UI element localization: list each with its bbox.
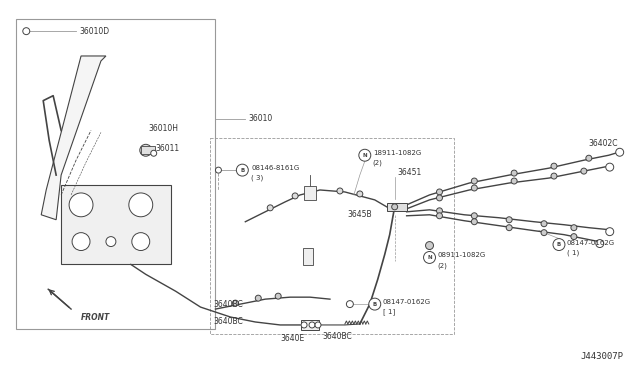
Text: 36010H: 36010H [148, 124, 179, 133]
Text: 36451: 36451 [397, 168, 422, 177]
Circle shape [596, 240, 604, 247]
Bar [211, 138, 454, 334]
Circle shape [346, 301, 353, 308]
Circle shape [586, 155, 592, 161]
Circle shape [216, 167, 221, 173]
Circle shape [424, 251, 435, 263]
Bar [304, 186, 316, 200]
Circle shape [541, 221, 547, 227]
Text: 36011: 36011 [156, 144, 180, 153]
Circle shape [571, 225, 577, 231]
Text: 08146-8161G: 08146-8161G [252, 165, 300, 171]
Circle shape [255, 295, 261, 301]
Text: 18911-1082G: 18911-1082G [372, 150, 421, 156]
Text: 36010D: 36010D [79, 27, 109, 36]
Circle shape [471, 213, 477, 219]
Text: (2): (2) [372, 160, 383, 166]
Text: ( 3): ( 3) [252, 175, 264, 181]
Circle shape [337, 188, 343, 194]
Circle shape [309, 322, 315, 328]
Text: 3640BC: 3640BC [322, 332, 352, 341]
Bar [387, 203, 406, 211]
Circle shape [359, 149, 371, 161]
Circle shape [506, 217, 512, 223]
Circle shape [275, 293, 281, 299]
Circle shape [605, 163, 614, 171]
Circle shape [511, 178, 517, 184]
Circle shape [551, 163, 557, 169]
Circle shape [506, 225, 512, 231]
Text: 36010: 36010 [248, 114, 273, 123]
Circle shape [151, 150, 157, 156]
Text: 3640BC: 3640BC [214, 299, 243, 309]
Text: 3640BC: 3640BC [214, 317, 243, 327]
Circle shape [232, 300, 238, 306]
Circle shape [106, 237, 116, 247]
Circle shape [551, 173, 557, 179]
Circle shape [140, 144, 152, 156]
Circle shape [357, 191, 363, 197]
Circle shape [315, 322, 321, 328]
Circle shape [129, 193, 153, 217]
Circle shape [553, 238, 565, 250]
Text: ( 1): ( 1) [567, 249, 579, 256]
Circle shape [69, 193, 93, 217]
Circle shape [616, 148, 623, 156]
Text: 08147-0162G: 08147-0162G [567, 240, 615, 246]
Bar [303, 247, 313, 265]
Text: 3645B: 3645B [348, 210, 372, 219]
Text: B: B [240, 168, 244, 173]
Bar [17, 19, 216, 329]
Circle shape [436, 189, 442, 195]
Text: J443007P: J443007P [580, 352, 623, 361]
Circle shape [571, 234, 577, 240]
Bar [141, 146, 155, 154]
Circle shape [436, 195, 442, 201]
Text: B: B [372, 302, 377, 307]
Circle shape [132, 232, 150, 250]
Text: [ 1]: [ 1] [383, 309, 395, 315]
Circle shape [72, 232, 90, 250]
Circle shape [23, 28, 30, 35]
Text: 3640E: 3640E [280, 334, 305, 343]
Circle shape [436, 213, 442, 219]
Bar [61, 185, 171, 264]
Circle shape [581, 168, 587, 174]
Text: 08911-1082G: 08911-1082G [438, 253, 486, 259]
Circle shape [369, 298, 381, 310]
Text: N: N [362, 153, 367, 158]
Text: (2): (2) [438, 262, 447, 269]
Circle shape [511, 170, 517, 176]
Circle shape [268, 205, 273, 211]
Text: 36402C: 36402C [589, 139, 618, 148]
Circle shape [471, 178, 477, 184]
Circle shape [436, 208, 442, 214]
Text: B: B [557, 242, 561, 247]
Circle shape [301, 322, 307, 328]
Circle shape [471, 219, 477, 225]
Circle shape [292, 193, 298, 199]
Bar [301, 320, 319, 330]
Polygon shape [41, 56, 106, 220]
Text: N: N [428, 255, 432, 260]
Circle shape [471, 185, 477, 191]
Text: FRONT: FRONT [81, 312, 110, 321]
Circle shape [426, 241, 433, 250]
Circle shape [392, 204, 397, 210]
Circle shape [236, 164, 248, 176]
Text: 08147-0162G: 08147-0162G [383, 299, 431, 305]
Circle shape [605, 228, 614, 235]
Circle shape [541, 230, 547, 235]
